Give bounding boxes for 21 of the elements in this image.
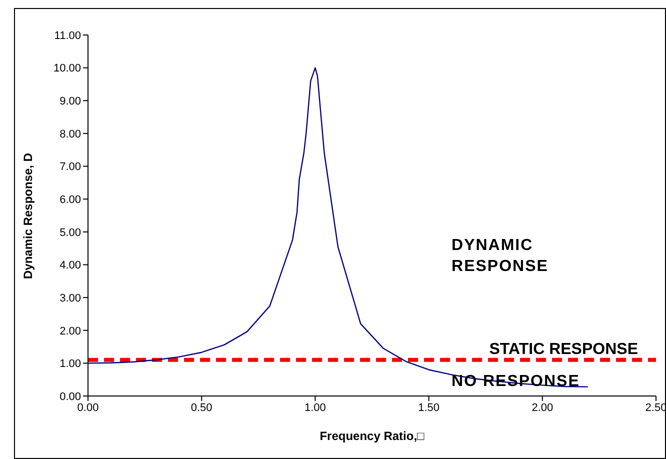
y-tick-label: 11.00 xyxy=(54,30,81,42)
x-tick-label: 1.50 xyxy=(418,402,440,414)
y-tick-label: 3.00 xyxy=(60,292,81,304)
y-axis-title: Dynamic Response, D xyxy=(21,152,35,279)
x-tick-label: 0.50 xyxy=(190,402,212,414)
x-tick-label: 1.00 xyxy=(304,402,326,414)
y-tick-label: 9.00 xyxy=(60,96,81,108)
x-axis-title: Frequency Ratio,□ xyxy=(318,429,426,443)
y-tick-label: 2.00 xyxy=(60,325,81,338)
y-tick-label: 1.00 xyxy=(60,358,81,370)
x-tick-label: 0.00 xyxy=(77,402,99,414)
ref-line-label: STATIC RESPONSE xyxy=(489,340,638,358)
y-tick-label: 5.00 xyxy=(60,226,81,239)
y-tick-label: 6.00 xyxy=(60,194,81,206)
y-tick-label: 4.00 xyxy=(60,260,81,272)
y-tick-label: 10.00 xyxy=(53,62,81,75)
annotation: DYNAMIC RESPONSE xyxy=(452,236,550,278)
y-tick-label: 0.00 xyxy=(60,390,81,403)
y-tick-label: 7.00 xyxy=(60,161,81,174)
x-tick-label: 2.00 xyxy=(532,402,554,414)
y-tick-label: 8.00 xyxy=(60,128,81,140)
